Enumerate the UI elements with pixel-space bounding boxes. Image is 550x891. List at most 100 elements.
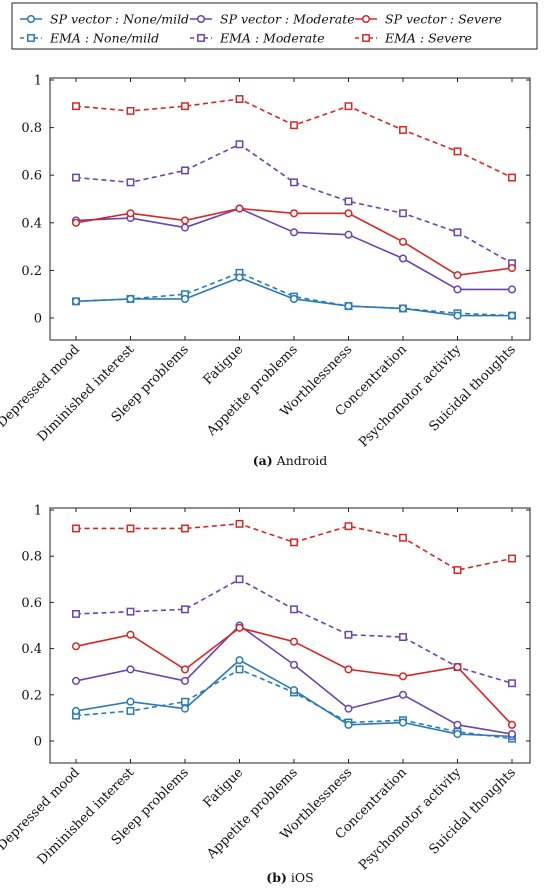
data-point — [71, 676, 81, 685]
legend-item: EMA : None/mild — [20, 31, 159, 46]
data-point — [235, 575, 244, 584]
caption-tag: (a) — [253, 453, 273, 468]
data-point — [181, 697, 189, 706]
x-tick-label: Fatigue — [201, 765, 247, 811]
data-point — [344, 720, 353, 729]
data-point — [398, 718, 408, 727]
series-line — [71, 623, 517, 729]
data-point — [71, 218, 81, 227]
data-point — [507, 311, 517, 320]
x-tick-label: Appetite problems — [203, 342, 300, 439]
legend-label: EMA : Moderate — [219, 31, 325, 46]
data-point — [289, 660, 299, 669]
y-tick-label: 0.6 — [21, 596, 42, 611]
data-point — [235, 656, 244, 665]
data-point — [344, 522, 353, 531]
legend-box — [11, 2, 538, 50]
panel-caption: (a) Android — [253, 453, 328, 468]
data-point — [398, 672, 408, 681]
data-point — [289, 294, 299, 304]
x-tick-label: Psychomotor activity — [356, 342, 465, 451]
y-tick-label: 0.2 — [21, 688, 42, 703]
data-point — [126, 707, 135, 715]
series-line — [71, 204, 517, 294]
series-line — [72, 268, 516, 320]
data-point — [399, 633, 407, 641]
legend: SP vector : None/mild SP vector : Moderat… — [11, 2, 538, 50]
data-point — [507, 730, 517, 739]
data-point — [453, 663, 462, 672]
y-tick-label: 0 — [34, 312, 42, 327]
y-tick-label: 0.4 — [21, 642, 42, 657]
x-tick-label: Diminished interest — [35, 342, 138, 445]
data-point — [181, 102, 189, 111]
data-point — [398, 690, 408, 699]
legend-label: EMA : Severe — [384, 31, 472, 46]
data-point — [72, 524, 80, 533]
x-tick-label: Fatigue — [201, 342, 247, 388]
data-point — [453, 147, 462, 156]
data-point — [126, 209, 135, 218]
data-point — [235, 95, 244, 103]
y-tick-label: 1 — [34, 74, 42, 89]
panel-caption: (b) iOS — [266, 870, 313, 885]
data-point — [453, 271, 462, 280]
data-point — [453, 730, 462, 739]
y-tick-label: 0.8 — [21, 550, 42, 565]
series-line — [72, 95, 516, 182]
data-point — [180, 294, 190, 304]
x-tick-label: Diminished interest — [35, 765, 138, 868]
series-line — [72, 519, 516, 575]
data-point — [290, 178, 298, 187]
legend-item: EMA : Moderate — [190, 31, 325, 46]
data-point — [399, 126, 407, 134]
data-point — [398, 304, 408, 313]
data-point — [453, 285, 462, 294]
series-path — [75, 207, 513, 276]
data-point — [180, 676, 190, 685]
data-point — [507, 285, 517, 294]
data-point — [126, 524, 135, 533]
y-tick-label: 0.2 — [21, 264, 42, 279]
data-point — [235, 519, 244, 528]
legend-label: SP vector : Severe — [385, 12, 502, 27]
data-point — [126, 607, 135, 616]
data-point — [290, 538, 298, 547]
data-point — [126, 178, 135, 187]
data-point — [71, 297, 81, 306]
plot-frame — [49, 507, 531, 764]
data-point — [72, 173, 80, 182]
data-point — [507, 263, 517, 273]
data-point — [126, 697, 135, 706]
series-line — [71, 621, 517, 739]
legend-label: SP vector : Moderate — [220, 12, 355, 27]
data-point — [344, 704, 353, 713]
y-tick-label: 1 — [34, 504, 42, 519]
caption-text: iOS — [291, 870, 314, 885]
legend-swatch-marker — [26, 14, 36, 24]
series-path — [75, 143, 513, 264]
series-line — [72, 665, 516, 743]
data-point — [453, 720, 462, 729]
data-point — [398, 254, 408, 263]
y-tick-label: 0.8 — [21, 121, 42, 136]
data-point — [453, 311, 462, 320]
data-point — [181, 166, 189, 175]
data-point — [289, 686, 299, 695]
series-line — [72, 140, 516, 268]
data-point — [126, 294, 135, 304]
x-tick-label: Appetite problems — [203, 765, 300, 862]
series-path — [75, 207, 512, 291]
legend-item: SP vector : Moderate — [190, 12, 355, 27]
data-point — [399, 209, 407, 218]
caption-text: Android — [276, 453, 328, 468]
data-point — [235, 273, 244, 282]
series-path — [75, 668, 513, 740]
data-point — [235, 623, 244, 632]
data-point — [71, 642, 81, 651]
legend-swatch-marker — [27, 34, 35, 42]
x-tick-label: Psychomotor activity — [356, 765, 465, 874]
data-point — [181, 524, 189, 533]
series-line — [72, 575, 516, 688]
